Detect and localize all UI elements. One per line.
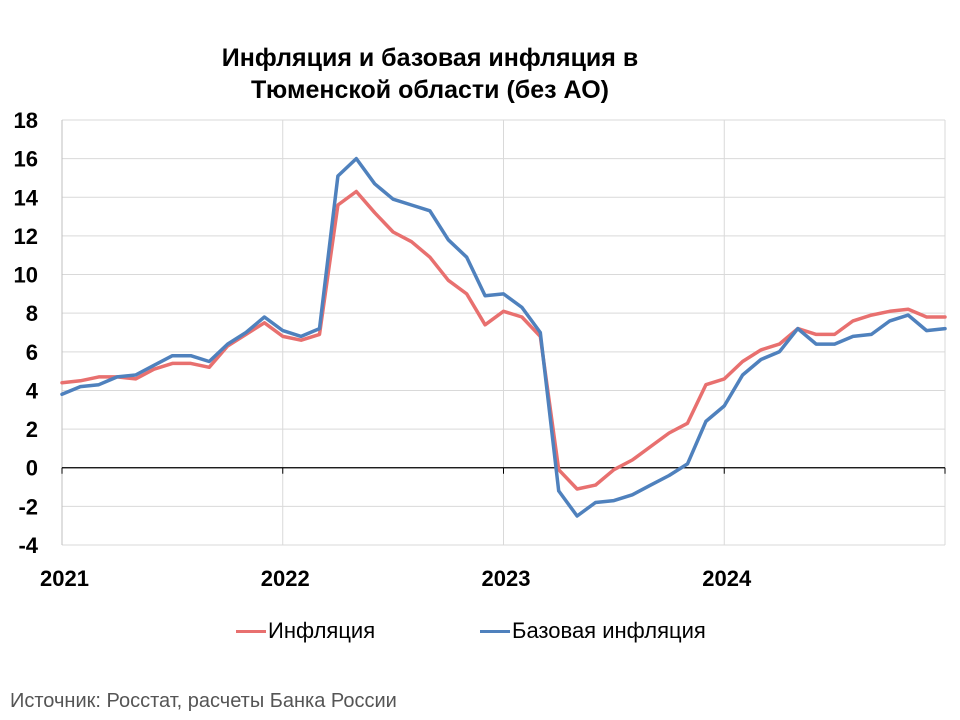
legend-label-core-inflation: Базовая инфляция (512, 618, 706, 643)
source-note: Источник: Росстат, расчеты Банка России (10, 690, 397, 712)
y-tick-label: 10 (14, 263, 38, 288)
y-tick-label: -2 (18, 494, 38, 519)
axes (61, 120, 946, 545)
legend-swatch-inflation (236, 629, 266, 633)
y-tick-label: 12 (14, 224, 38, 249)
legend-swatch-core-inflation (480, 629, 510, 633)
series-lines (60, 156, 947, 518)
x-tick-label: 2024 (702, 566, 752, 591)
y-tick-label: -4 (18, 533, 38, 558)
x-tick-label: 2023 (482, 566, 531, 591)
y-tick-label: 14 (14, 185, 39, 210)
legend-label-inflation: Инфляция (268, 618, 376, 643)
chart-title-line-1: Инфляция и базовая инфляция в (221, 44, 639, 72)
x-tick-labels: 2021 2022 2023 2024 (40, 566, 752, 591)
y-tick-labels: -4 -2 0 2 4 6 8 10 12 14 16 18 (14, 108, 39, 558)
y-tick-label: 6 (26, 340, 38, 365)
series-line-core-inflation (60, 156, 947, 518)
legend-item-core-inflation: Базовая инфляция (480, 618, 706, 644)
x-tick-label: 2022 (261, 566, 310, 591)
chart-title: Инфляция и базовая инфляция в Тюменской … (130, 42, 730, 106)
legend-item-inflation: Инфляция (236, 618, 375, 644)
chart-title-line-2: Тюменской области (без АО) (250, 76, 609, 104)
y-tick-label: 8 (26, 301, 38, 326)
y-tick-label: 18 (14, 108, 38, 133)
y-tick-label: 4 (26, 378, 39, 403)
x-tick-label: 2021 (40, 566, 89, 591)
y-tick-label: 16 (14, 147, 38, 172)
y-tick-label: 2 (26, 417, 38, 442)
y-tick-label: 0 (26, 456, 38, 481)
